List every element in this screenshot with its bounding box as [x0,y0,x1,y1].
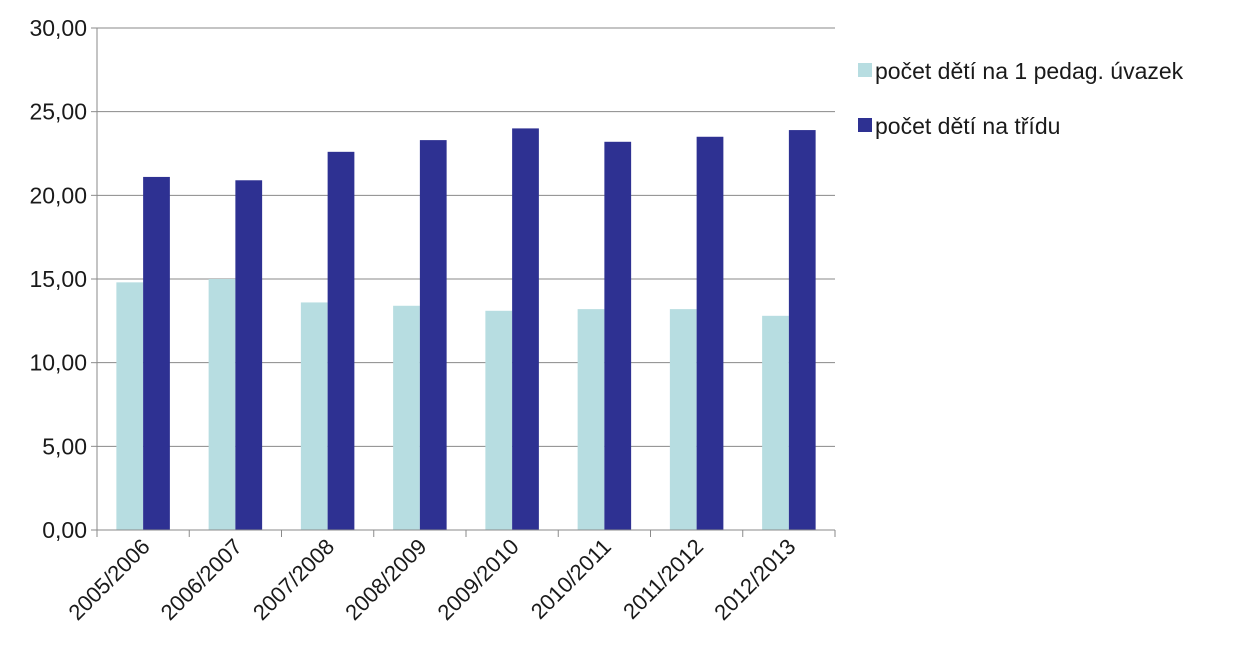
bar-series-0 [300,302,328,530]
bar-series-0 [116,282,144,530]
bar-series-0 [762,315,789,530]
x-tick-label: 2012/2013 [709,534,800,625]
bar-series-1 [696,136,724,530]
x-tick-label: 2008/2009 [340,534,431,625]
bar-series-1 [327,151,355,530]
x-tick-label: 2007/2008 [248,534,339,625]
legend-label: počet dětí na 1 pedag. úvazek [875,58,1184,84]
x-tick-label: 2011/2012 [618,534,708,624]
legend-item-series-1: počet dětí na třídu [858,113,1060,139]
x-tick-label: 2006/2007 [156,534,247,625]
bar-series-0 [393,305,420,530]
bars [116,128,816,531]
bar-series-0 [669,309,697,530]
legend: počet dětí na 1 pedag. úvazek počet dětí… [858,58,1184,139]
y-tick-label: 15,00 [29,266,87,292]
bar-series-1 [512,128,539,530]
y-tick-label: 20,00 [29,182,87,208]
y-tick-label: 30,00 [29,15,87,41]
bar-series-1 [143,176,170,530]
bar-series-1 [419,140,447,530]
y-tick-label: 25,00 [29,99,87,125]
bar-series-1 [604,141,632,530]
legend-label: počet dětí na třídu [875,113,1060,139]
bar-series-0 [485,310,513,530]
bar-series-0 [577,309,605,530]
bar-series-1 [235,180,263,531]
legend-swatch [858,63,872,77]
gridlines [97,27,835,447]
x-tick-label: 2005/2006 [63,534,154,625]
x-tick-label: 2009/2010 [432,534,523,625]
x-tick-label: 2010/2011 [526,534,616,624]
bar-series-1 [788,130,816,530]
y-tick-label: 10,00 [29,350,87,376]
y-tick-label: 5,00 [42,433,87,459]
legend-item-series-0: počet dětí na 1 pedag. úvazek [858,58,1184,84]
legend-swatch [858,118,872,132]
y-tick-label: 0,00 [42,517,87,543]
bar-series-0 [208,279,236,530]
y-axis-ticks: 0,00 5,00 10,00 15,00 20,00 25,00 30,00 [29,15,97,543]
x-axis-ticks: 2005/2006 2006/2007 2007/2008 2008/2009 2009… [63,530,836,625]
